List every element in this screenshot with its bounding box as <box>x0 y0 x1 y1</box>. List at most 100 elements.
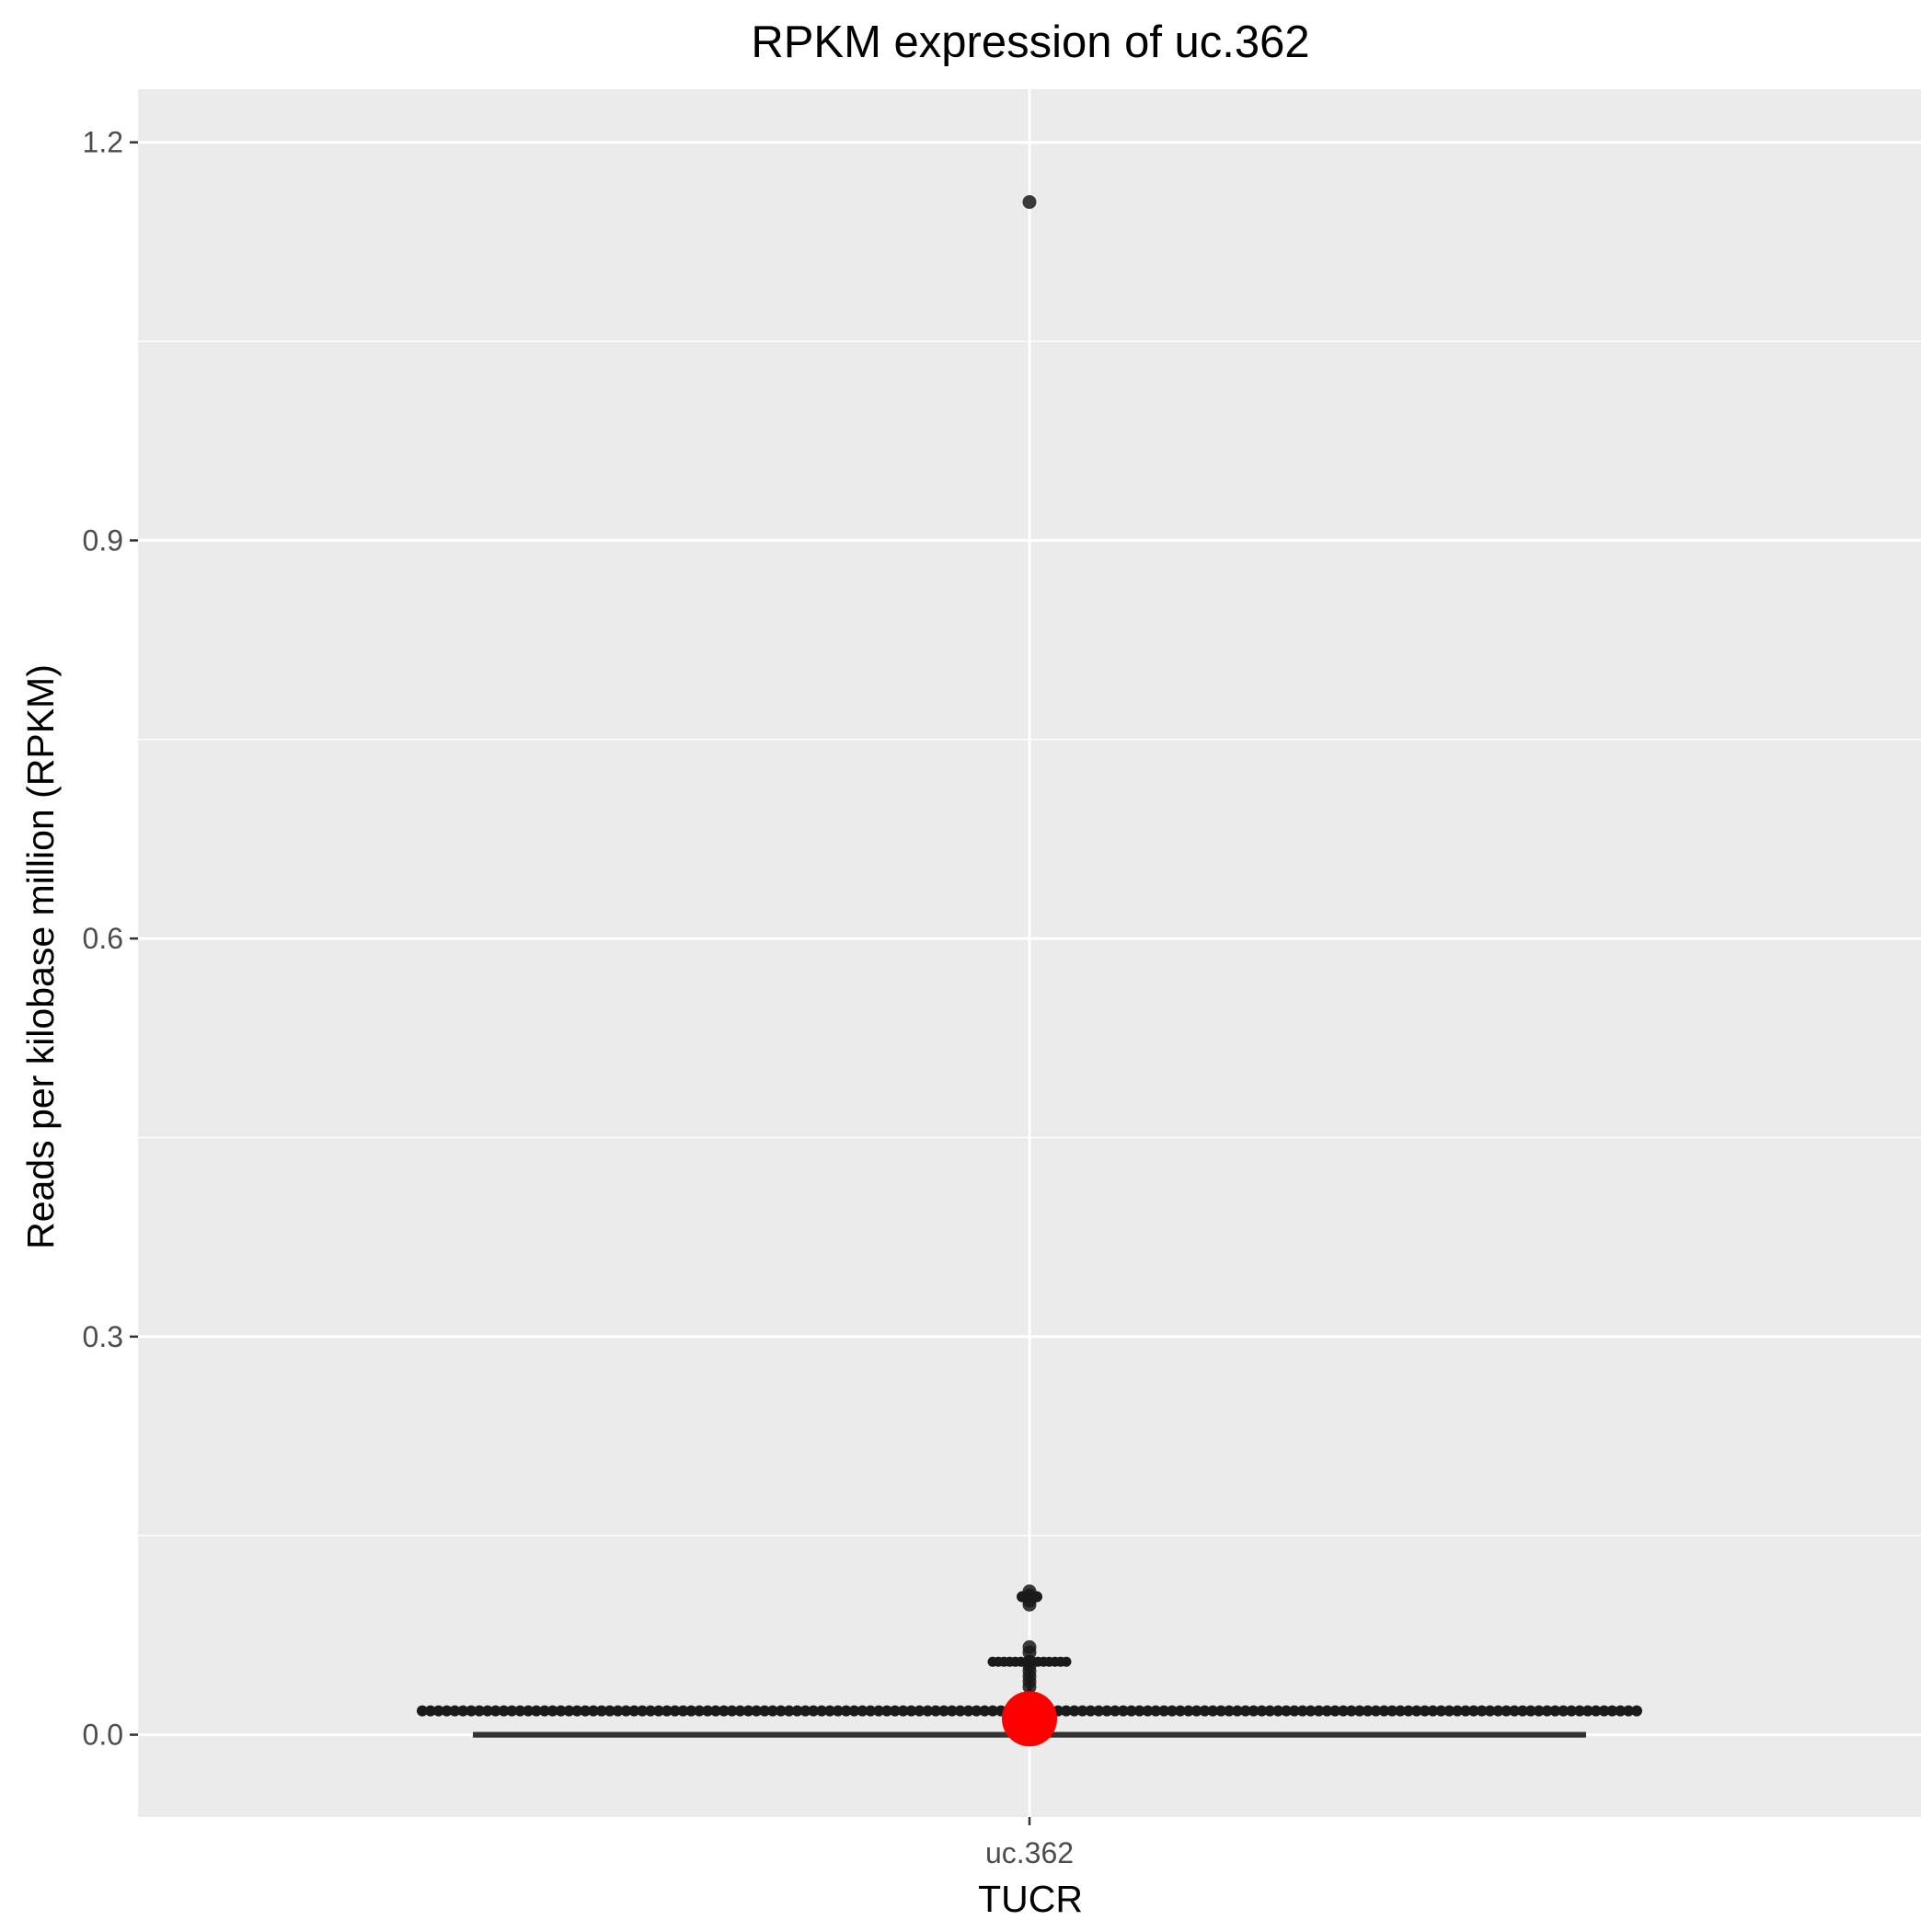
jitter-point <box>424 1705 436 1717</box>
chart-title: RPKM expression of uc.362 <box>751 17 1309 67</box>
jitter-point <box>652 1705 664 1717</box>
outlier-point <box>1022 195 1037 210</box>
jitter-point <box>1110 1705 1121 1717</box>
jitter-point <box>1076 1705 1088 1717</box>
jitter-point <box>637 1705 649 1717</box>
jitter-point <box>1207 1705 1219 1717</box>
jitter-point <box>612 1705 624 1717</box>
jitter-point <box>661 1705 673 1717</box>
jitter-point <box>1150 1705 1162 1717</box>
jitter-point <box>432 1705 444 1717</box>
jitter-point <box>824 1705 835 1717</box>
jitter-point <box>1435 1705 1447 1717</box>
jitter-point <box>580 1705 592 1717</box>
x-axis-title: TUCR <box>978 1878 1083 1920</box>
jitter-point <box>481 1705 493 1717</box>
jitter-point <box>946 1705 958 1717</box>
jitter-point <box>669 1705 681 1717</box>
jitter-point <box>1427 1705 1439 1717</box>
jitter-point <box>751 1705 763 1717</box>
jitter-point <box>914 1705 926 1717</box>
jitter-point <box>1517 1705 1528 1717</box>
jitter-point <box>718 1705 730 1717</box>
jitter-point <box>783 1705 795 1717</box>
jitter-point <box>905 1705 917 1717</box>
plot-area: 0.0 0.3 0.6 0.9 1.2 uc.362 <box>83 89 1921 1869</box>
jitter-point <box>1199 1705 1211 1717</box>
jitter-point <box>1239 1705 1251 1717</box>
jitter-point <box>1345 1705 1357 1717</box>
jitter-point <box>1224 1705 1235 1717</box>
jitter-point <box>766 1705 778 1717</box>
jitter-point <box>531 1705 542 1717</box>
jitter-point <box>1256 1705 1268 1717</box>
jitter-point <box>1338 1705 1350 1717</box>
jitter-point <box>1460 1705 1471 1717</box>
mean-point <box>1002 1691 1057 1747</box>
jitter-point <box>588 1705 599 1717</box>
jitter-point <box>1117 1705 1129 1717</box>
jitter-point <box>1615 1705 1627 1717</box>
jitter-point <box>1574 1705 1585 1717</box>
jitter-point <box>1305 1705 1317 1717</box>
jitter-point <box>1386 1705 1398 1717</box>
jitter-point <box>1133 1705 1145 1717</box>
jitter-point <box>1581 1705 1593 1717</box>
jitter-point <box>1125 1705 1137 1717</box>
jitter-point <box>1281 1705 1293 1717</box>
jitter-point <box>1566 1705 1578 1717</box>
jitter-point <box>1296 1705 1308 1717</box>
jitter-point <box>808 1705 820 1717</box>
jitter-point <box>702 1705 714 1717</box>
jitter-point <box>897 1705 909 1717</box>
jitter-point <box>677 1705 689 1717</box>
jitter-point <box>1264 1705 1276 1717</box>
jitter-point <box>930 1705 942 1717</box>
jitter-point <box>604 1705 615 1717</box>
jitter-point <box>1378 1705 1390 1717</box>
jitter-point <box>840 1705 852 1717</box>
jitter-point <box>1590 1705 1602 1717</box>
jitter-point <box>694 1705 706 1717</box>
jitter-point <box>489 1705 501 1717</box>
jitter-point <box>514 1705 526 1717</box>
jitter-point <box>1443 1705 1455 1717</box>
jitter-point <box>848 1705 860 1717</box>
jitter-point <box>563 1705 575 1717</box>
jitter-point <box>791 1705 803 1717</box>
jitter-point <box>595 1705 607 1717</box>
jitter-point <box>709 1705 721 1717</box>
jitter-point <box>1093 1705 1105 1717</box>
jitter-point <box>922 1705 934 1717</box>
jitter-point <box>971 1705 983 1717</box>
jitter-point <box>1321 1705 1333 1717</box>
jitter-point <box>1419 1705 1431 1717</box>
jitter-point <box>979 1705 991 1717</box>
jitter-point <box>645 1705 657 1717</box>
jitter-point <box>1248 1705 1259 1717</box>
y-tick-label: 1.2 <box>83 126 123 159</box>
jitter-point <box>1410 1705 1422 1717</box>
jitter-point <box>1231 1705 1243 1717</box>
jitter-point <box>620 1705 632 1717</box>
jitter-point <box>457 1705 469 1717</box>
jitter-point <box>1068 1705 1080 1717</box>
jitter-point <box>1353 1705 1365 1717</box>
jitter-point <box>441 1705 453 1717</box>
jitter-point <box>1402 1705 1414 1717</box>
jitter-point <box>546 1705 558 1717</box>
y-axis-title: Reads per kilobase million (RPKM) <box>19 664 62 1249</box>
jitter-point <box>954 1705 966 1717</box>
jitter-point <box>1272 1705 1284 1717</box>
jitter-point <box>1190 1705 1202 1717</box>
jitter-point <box>987 1705 999 1717</box>
jitter-point <box>1549 1705 1561 1717</box>
jitter-point <box>1484 1705 1496 1717</box>
jitter-point <box>1101 1705 1113 1717</box>
jitter-point <box>1085 1705 1097 1717</box>
x-tick-label: uc.362 <box>985 1836 1074 1869</box>
jitter-point <box>1142 1705 1154 1717</box>
jitter-point <box>857 1705 868 1717</box>
jitter-point <box>873 1705 885 1717</box>
